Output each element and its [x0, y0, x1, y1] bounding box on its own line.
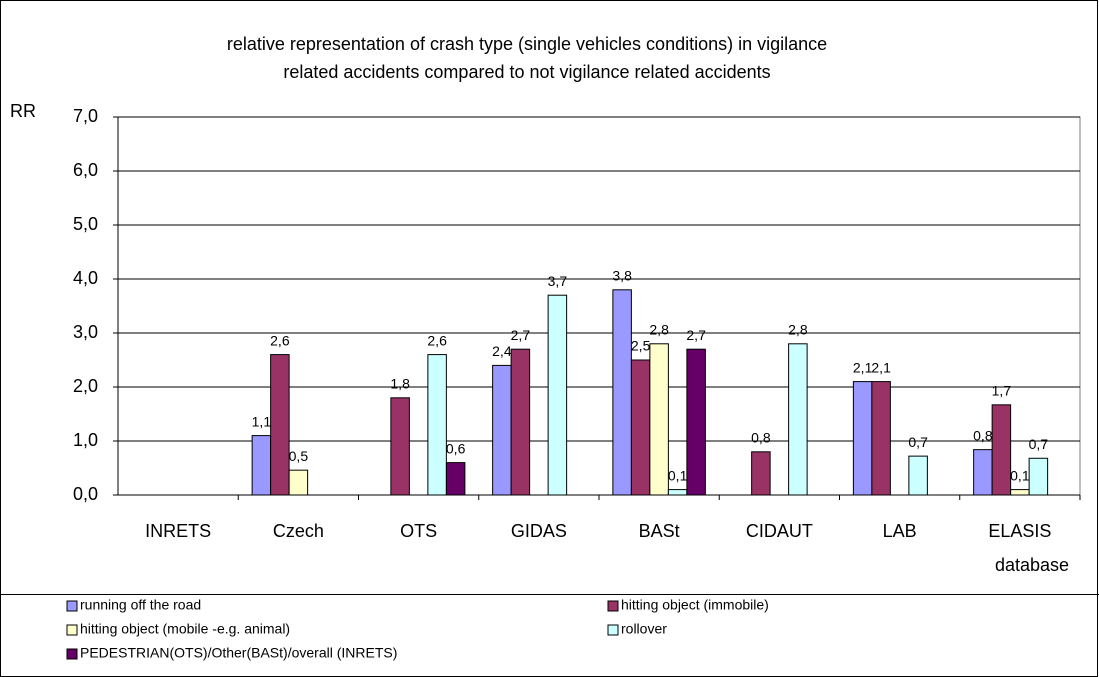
x-tick-label: ELASIS — [988, 521, 1051, 541]
value-label: 3,7 — [548, 273, 568, 289]
bar — [788, 343, 808, 496]
bar — [751, 451, 771, 496]
value-label: 2,6 — [270, 332, 290, 348]
value-label: 2,8 — [649, 322, 669, 338]
bar — [871, 381, 891, 496]
y-tick-label: 3,0 — [73, 322, 98, 342]
y-tick-label: 0,0 — [73, 484, 98, 504]
bar — [547, 294, 568, 496]
value-label: 0,1 — [1010, 467, 1030, 483]
x-tick-label: LAB — [883, 521, 917, 541]
x-axis-label: database — [995, 555, 1069, 575]
bar — [649, 343, 669, 496]
bar — [251, 435, 272, 496]
value-label: 2,1 — [871, 359, 891, 375]
bar — [427, 354, 447, 496]
y-tick-label: 1,0 — [73, 430, 98, 450]
legend-label: PEDESTRIAN(OTS)/Other(BASt)/overall (INR… — [80, 645, 397, 661]
legend-label: hitting object (mobile -e.g. animal) — [80, 621, 290, 637]
bar — [908, 455, 928, 496]
value-label: 0,1 — [668, 467, 688, 483]
x-tick-label: Czech — [273, 521, 324, 541]
y-tick-label: 7,0 — [73, 106, 98, 126]
x-tick-label: OTS — [400, 521, 437, 541]
legend-swatch — [66, 648, 78, 660]
legend-swatch — [607, 624, 619, 636]
bar — [390, 397, 410, 496]
legend-swatch — [66, 624, 78, 636]
legend-label: hitting object (immobile) — [621, 597, 769, 613]
bar — [1028, 457, 1049, 496]
value-label: 2,7 — [511, 327, 531, 343]
y-tick-label: 6,0 — [73, 160, 98, 180]
legend-label: rollover — [621, 621, 667, 637]
bar — [973, 449, 993, 496]
value-label: 0,7 — [1029, 436, 1049, 452]
x-tick-label: INRETS — [145, 521, 211, 541]
value-label: 1,1 — [252, 413, 272, 429]
value-label: 0,5 — [289, 448, 309, 464]
value-label: 0,7 — [908, 434, 928, 450]
value-label: 1,8 — [390, 376, 410, 392]
title-line: related accidents compared to not vigila… — [283, 62, 770, 82]
x-tick-label: CIDAUT — [746, 521, 813, 541]
bar — [510, 348, 531, 496]
bar — [492, 364, 512, 496]
bar — [630, 359, 651, 496]
bar — [612, 289, 632, 496]
value-label: 0,8 — [973, 427, 993, 443]
bar — [270, 354, 290, 496]
value-label: 2,5 — [631, 338, 651, 354]
legend-swatch — [607, 600, 619, 612]
bar — [686, 348, 706, 496]
value-label: 2,1 — [853, 359, 873, 375]
bar — [991, 404, 1012, 496]
x-tick-label: GIDAS — [511, 521, 567, 541]
y-axis-label: RR — [10, 101, 36, 121]
y-tick-label: 2,0 — [73, 376, 98, 396]
value-label: 3,8 — [612, 268, 632, 284]
value-label: 2,4 — [492, 343, 512, 359]
legend-label: running off the road — [80, 597, 201, 613]
bar — [667, 489, 688, 496]
y-tick-label: 5,0 — [73, 214, 98, 234]
bar — [445, 462, 466, 496]
title-line: relative representation of crash type (s… — [227, 34, 827, 54]
chart-title: relative representation of crash type (s… — [227, 34, 827, 82]
value-label: 0,8 — [751, 430, 771, 446]
bar — [852, 381, 873, 496]
value-label: 2,6 — [427, 332, 447, 348]
legend-swatch — [66, 600, 78, 612]
y-tick-label: 4,0 — [73, 268, 98, 288]
value-label: 2,7 — [686, 327, 706, 343]
bar — [1010, 489, 1030, 496]
bar — [288, 469, 309, 496]
x-tick-label: BASt — [639, 521, 680, 541]
value-label: 1,7 — [992, 383, 1012, 399]
value-label: 0,6 — [446, 440, 466, 456]
value-label: 2,8 — [788, 322, 808, 338]
